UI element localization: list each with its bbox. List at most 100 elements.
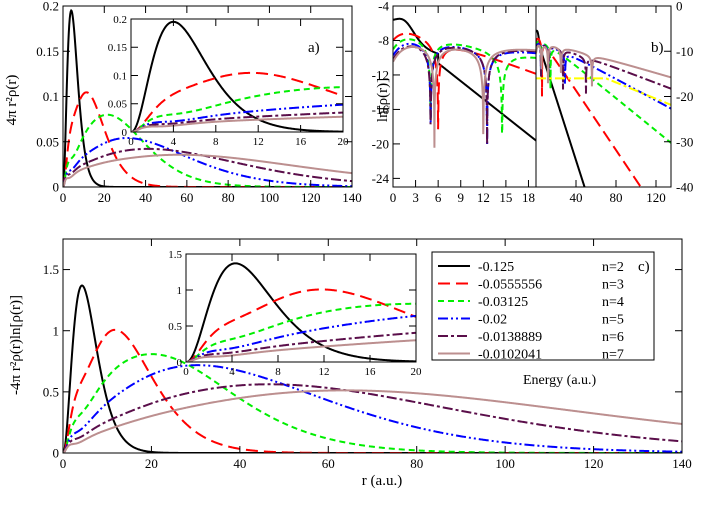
x-tick-label: 120 [646,190,666,205]
panel-b-ylabel: ln[ρ(r)] [375,78,391,122]
y-tick-label: 0.1 [43,89,59,104]
curve-n7-alt-b [536,77,671,106]
curve-n6-a-inset [131,111,343,132]
x-tick-label: 40 [233,456,246,471]
legend-energy-n6: -0.0138889 [478,330,542,345]
curve-n6-b-left [393,45,536,145]
panel-c-label: c) [638,259,650,275]
y-tick-label: 1.5 [43,262,59,277]
curve-n2-c-inset [186,262,416,362]
y-tick-label: 0 [53,180,60,195]
y-tick-label: 0 [122,127,128,139]
legend-n-n6: n=6 [602,330,624,345]
x-tick-label: 120 [584,456,604,471]
panel-c-ylabel: -4π r²ρ(r)ln[ρ(r)] [8,295,24,395]
x-tick-label: 140 [342,190,362,205]
x-tick-label: 80 [410,456,423,471]
curve-n6-c-inset [186,331,416,362]
y-tick-label: -16 [372,102,390,117]
x-tick-label: 12 [319,366,330,378]
legend-n-n4: n=4 [602,295,624,310]
x-tick-label: 8 [213,136,219,148]
x-tick-label: 20 [145,456,158,471]
panel-a-inset-background [130,18,344,133]
x-tick-label: 6 [435,190,442,205]
y-tick-label: 0.05 [108,99,128,111]
curve-n4-a [63,113,352,187]
y-tick-label: -10 [676,44,693,59]
x-tick-label: 20 [98,190,111,205]
legend-box [431,251,655,361]
y-tick-label: -8 [378,33,389,48]
y-tick-label: 1.5 [168,249,182,261]
x-tick-label: 100 [260,190,280,205]
curve-n7-c [63,389,682,453]
curve-n2-b-right [536,29,586,187]
curve-n5-a-inset [131,103,343,132]
x-tick-label: 3 [412,190,419,205]
curve-n7-b-left [393,45,536,148]
curve-n4-b-left [393,38,536,134]
legend-energy-n7: -0.0102041 [478,348,542,363]
x-tick-label: 16 [365,366,377,378]
panel-c-frame [62,238,683,454]
y-tick-label: 0.2 [43,0,59,14]
curve-n2-b-left [393,17,536,142]
curve-n6-c [63,383,682,453]
x-tick-label: 0 [390,190,397,205]
x-tick-label: 0 [60,456,67,471]
curve-n5-c [63,364,682,453]
x-tick-label: 12 [477,190,490,205]
legend-n-n5: n=5 [602,313,624,328]
x-tick-label: 120 [301,190,321,205]
y-tick-label: -20 [372,136,389,151]
x-tick-label: 0 [128,136,134,148]
curve-n5-a [63,137,352,187]
x-tick-label: 140 [672,456,692,471]
y-tick-label: 0 [177,357,183,369]
panel-a-ylabel: 4π r²ρ(r) [4,75,20,126]
panel-a-label: a) [308,40,320,56]
x-tick-label: 0 [183,366,189,378]
x-tick-label: 20 [411,366,423,378]
x-tick-label: 40 [570,190,583,205]
x-tick-label: 9 [457,190,464,205]
y-tick-label: 0 [676,0,683,14]
x-tick-label: 12 [253,136,264,148]
x-tick-label: 100 [495,456,515,471]
y-tick-label: 0.5 [168,321,182,333]
curve-n7-b-right [536,44,671,87]
x-tick-label: 4 [171,136,177,148]
curve-n7-a-inset [131,115,343,132]
legend-title: Energy (a.u.) [523,373,597,388]
curve-n5-c-inset [186,314,416,362]
y-tick-label: 0.05 [36,134,59,149]
x-tick-label: 60 [322,456,335,471]
text-layer: a) b) c) 4π r²ρ(r) ln[ρ(r)] -4π r²ρ(r)ln… [4,40,664,489]
y-tick-label: -20 [676,89,693,104]
y-tick-label: 0.2 [113,14,127,26]
legend-n-n3: n=3 [602,278,624,293]
curve-n2-a-inset [131,20,343,132]
curve-n4-c-inset [186,302,416,362]
legend-n-n7: n=7 [602,348,624,363]
x-tick-label: 8 [275,366,281,378]
legend-energy-n5: -0.02 [478,313,507,328]
y-tick-label: 1 [53,323,60,338]
curves-layer [63,8,682,453]
x-tick-label: 20 [338,136,350,148]
y-tick-label: -24 [372,171,390,186]
y-tick-label: 0.15 [108,42,128,54]
panel-c-xlabel: r (a.u.) [362,473,402,489]
x-tick-label: 15 [499,190,512,205]
panel-c-inset-frame [185,253,417,363]
x-tick-label: 18 [522,190,535,205]
panel-c-inset-background [185,253,417,363]
y-tick-label: 0.1 [113,70,127,82]
curve-n3-b-right [536,37,642,187]
x-tick-label: 60 [180,190,193,205]
legend-n-n2: n=2 [602,260,624,275]
curve-n5-b-right [536,42,671,110]
y-tick-label: -40 [676,180,693,195]
